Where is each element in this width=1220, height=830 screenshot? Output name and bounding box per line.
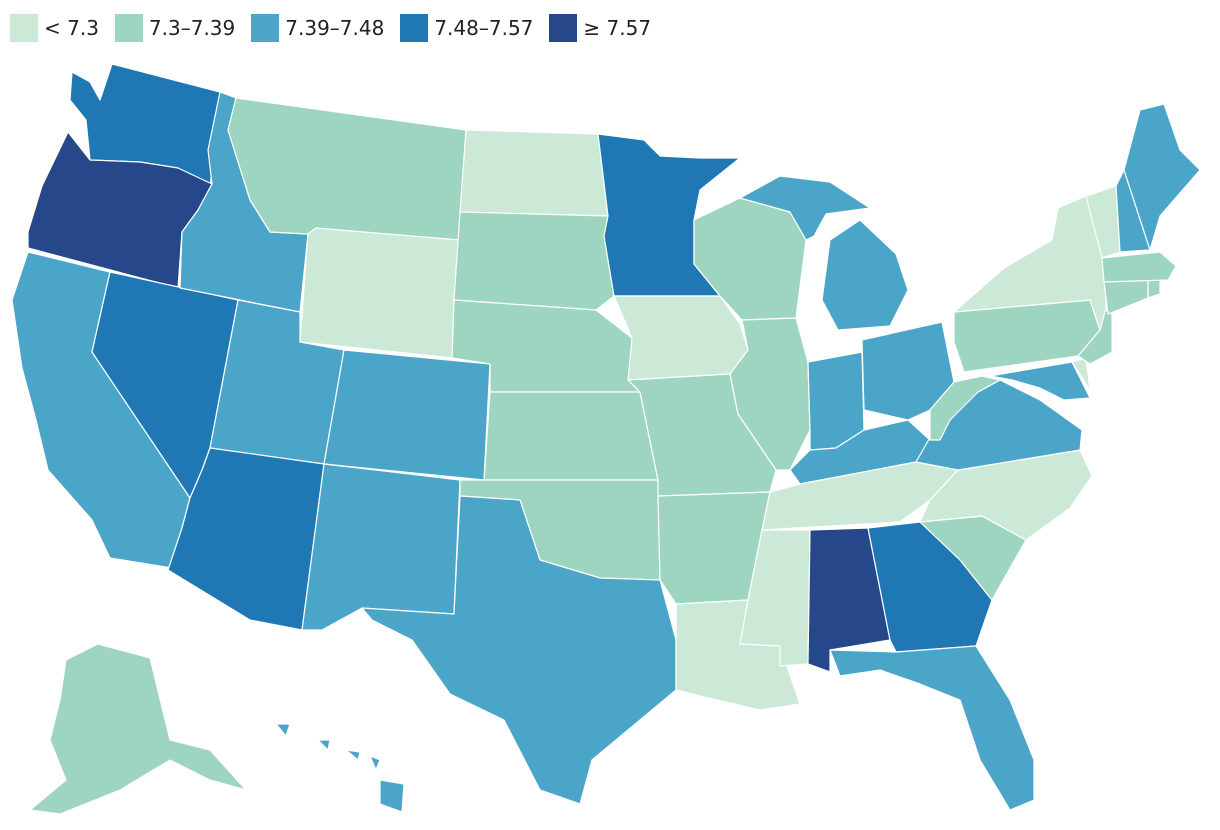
state-co[interactable] — [323, 349, 491, 481]
legend-item-4: 7.48–7.57 — [400, 14, 533, 42]
state-il[interactable] — [729, 317, 811, 471]
legend-item-5: ≥ 7.57 — [549, 14, 651, 42]
state-me[interactable] — [1123, 103, 1201, 251]
state-ct[interactable] — [1103, 279, 1149, 315]
state-ia[interactable] — [613, 295, 749, 381]
legend-label-2: 7.3–7.39 — [148, 16, 236, 40]
legend-swatch-5 — [549, 14, 578, 42]
legend-label-5: ≥ 7.57 — [583, 16, 652, 40]
state-hi[interactable] — [275, 723, 405, 813]
state-de[interactable] — [1071, 357, 1091, 391]
state-fl[interactable] — [829, 645, 1035, 811]
state-wv[interactable] — [929, 375, 1001, 441]
legend-swatch-3 — [251, 14, 280, 42]
state-ri[interactable] — [1147, 279, 1161, 299]
legend-label-1: < 7.3 — [44, 16, 99, 40]
legend-item-1: < 7.3 — [10, 14, 99, 42]
legend-item-3: 7.39–7.48 — [251, 14, 384, 42]
legend-swatch-1 — [10, 14, 38, 42]
legend-label-4: 7.48–7.57 — [434, 16, 534, 40]
legend: < 7.3 7.3–7.39 7.39–7.48 7.48–7.57 ≥ 7.5… — [10, 14, 667, 42]
state-ks[interactable] — [483, 391, 659, 481]
legend-swatch-4 — [400, 14, 429, 42]
legend-swatch-2 — [114, 14, 143, 42]
state-wy[interactable] — [299, 227, 461, 359]
state-nm[interactable] — [301, 463, 461, 631]
legend-item-2: 7.3–7.39 — [114, 14, 236, 42]
state-ma[interactable] — [1101, 251, 1177, 283]
state-mi[interactable] — [739, 175, 909, 331]
state-tx[interactable] — [361, 495, 677, 805]
legend-label-3: 7.39–7.48 — [285, 16, 385, 40]
state-nd[interactable] — [459, 129, 609, 217]
state-sd[interactable] — [453, 211, 615, 311]
state-ak[interactable] — [29, 643, 247, 815]
